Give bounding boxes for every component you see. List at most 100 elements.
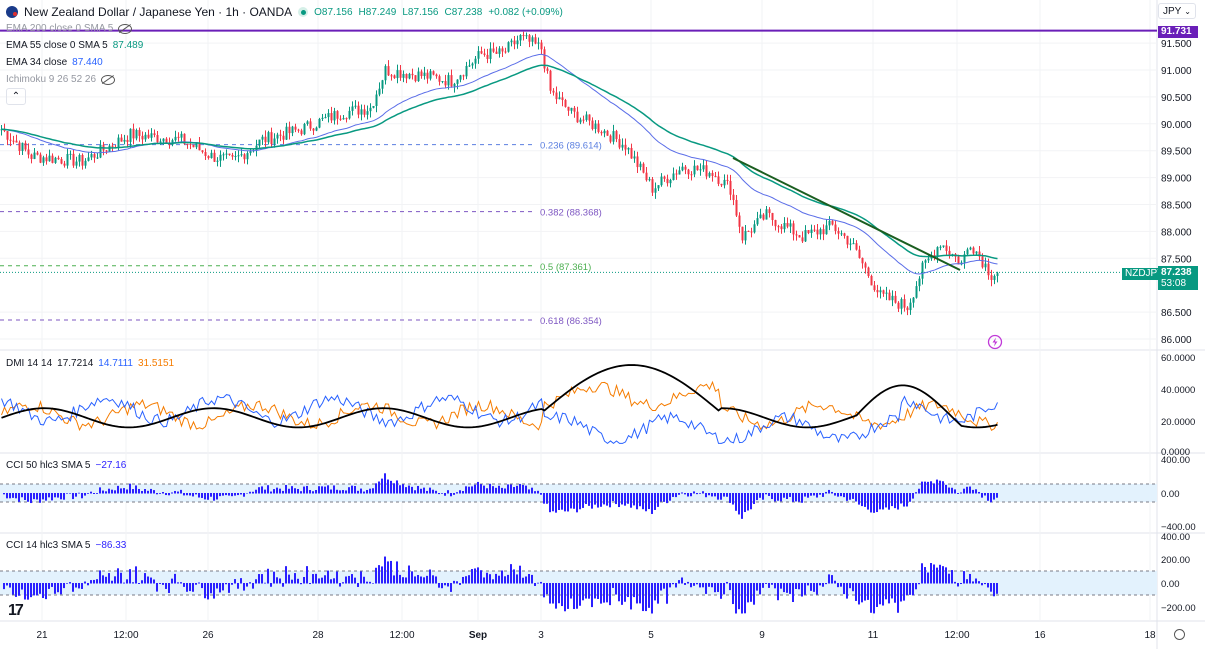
currency-select[interactable]: JPY ⌄ — [1158, 3, 1196, 19]
cci14-bar — [285, 566, 287, 584]
cci50-bar — [537, 490, 539, 494]
cci50-bar — [27, 493, 29, 502]
cci14-bar — [612, 583, 614, 588]
cci50-bar — [126, 489, 128, 494]
dmi-plus-value: 14.7111 — [98, 358, 133, 369]
cci14-bar — [837, 583, 839, 588]
price-tick: 88.000 — [1161, 227, 1192, 238]
ohlc-change: +0.082 (+0.09%) — [488, 6, 563, 18]
cci50-bar — [768, 493, 770, 496]
cci14-bar — [189, 583, 191, 592]
cci50-bar — [99, 487, 101, 494]
candle-body — [735, 199, 738, 216]
cci50-bar — [90, 491, 92, 494]
candle-body — [837, 230, 840, 234]
cci50-bar — [192, 493, 194, 497]
cci14-bar — [576, 583, 578, 609]
time-tick: 12:00 — [113, 630, 138, 641]
cci50-bar — [837, 493, 839, 497]
cci14-bar — [873, 583, 875, 614]
ema200-legend[interactable]: EMA 200 close 0 SMA 5 — [6, 23, 133, 34]
candle-body — [759, 214, 762, 219]
cci50-bar — [321, 486, 323, 494]
cci14-bar — [198, 582, 200, 584]
cci14-bar — [333, 578, 335, 584]
candle-body — [813, 229, 816, 231]
cci50-bar — [681, 492, 683, 494]
lightning-alert-icon[interactable] — [987, 334, 1003, 350]
cci50-bar — [774, 493, 776, 502]
candle-body — [816, 229, 819, 235]
candle-body — [480, 51, 483, 54]
cci14-bar — [396, 561, 398, 584]
cci14-bar — [186, 583, 188, 592]
cci50-bar — [921, 481, 923, 494]
ichimoku-legend[interactable]: Ichimoku 9 26 52 26 — [6, 74, 116, 85]
cci14-tick: 0.00 — [1161, 579, 1180, 590]
cci14-bar — [216, 583, 218, 589]
cci50-bar — [135, 485, 137, 494]
ohlc-open: O87.156 — [314, 6, 353, 18]
time-tick: 11 — [868, 630, 879, 641]
cci14-bar — [978, 581, 980, 584]
settings-icon[interactable] — [1174, 629, 1185, 640]
candle-body — [21, 142, 24, 151]
cci50-bar — [186, 493, 188, 496]
ema55-legend[interactable]: EMA 55 close 0 SMA 5 87.489 — [6, 40, 143, 51]
cci14-bar — [966, 579, 968, 584]
cci14-bar — [714, 583, 716, 593]
cci14-bar — [483, 577, 485, 584]
cci14-bar — [897, 583, 899, 613]
candle-body — [648, 179, 651, 181]
candle-body — [84, 160, 87, 166]
candle-body — [888, 292, 891, 301]
cci50-bar — [15, 493, 17, 499]
cci14-bar — [423, 577, 425, 584]
cci50-bar — [591, 493, 593, 509]
cci50-value: −27.16 — [95, 460, 127, 471]
cci14-bar — [315, 573, 317, 584]
cci50-bar — [924, 481, 926, 494]
hidden-eye-icon[interactable] — [118, 23, 133, 34]
candle-body — [423, 72, 426, 77]
collapse-legend-button[interactable]: ⌃ — [6, 88, 26, 105]
candle-body — [855, 243, 858, 250]
cci50-bar — [21, 493, 23, 498]
candle-body — [978, 251, 981, 257]
price-tick: 91.000 — [1161, 66, 1192, 77]
cci14-legend[interactable]: CCI 14 hlc3 SMA 5 −86.33 — [6, 540, 126, 551]
cci50-bar — [711, 493, 713, 497]
cci50-bar — [438, 493, 440, 495]
cci50-bar — [483, 485, 485, 494]
cci14-bar — [735, 583, 737, 614]
cci50-bar — [486, 488, 488, 494]
candle-body — [522, 34, 525, 36]
cci14-bar — [924, 567, 926, 584]
candle-body — [306, 121, 309, 124]
dmi-tick: 60.0000 — [1161, 353, 1195, 364]
cci50-bar — [141, 490, 143, 494]
candle-body — [45, 157, 48, 162]
cci14-bar — [234, 579, 236, 584]
cci14-bar — [129, 569, 131, 584]
candle-body — [870, 275, 873, 286]
candle-body — [132, 128, 135, 139]
cci14-bar — [363, 576, 365, 584]
candle-body — [81, 155, 84, 166]
candle-body — [885, 292, 888, 294]
candle-body — [849, 243, 852, 245]
cci50-legend[interactable]: CCI 50 hlc3 SMA 5 −27.16 — [6, 460, 126, 471]
cci50-bar — [420, 488, 422, 494]
dmi-tick: 0.0000 — [1161, 447, 1190, 458]
candle-body — [426, 72, 429, 79]
hidden-eye-icon[interactable] — [101, 74, 116, 85]
fib-level-label: 0.5 (87.361) — [540, 262, 591, 273]
cci14-bar — [768, 583, 770, 588]
candle-body — [105, 150, 108, 152]
tradingview-logo[interactable]: 17 — [8, 602, 24, 619]
symbol-header[interactable]: New Zealand Dollar / Japanese Yen · 1h ·… — [6, 5, 563, 19]
cci14-bar — [606, 583, 608, 603]
dmi-legend[interactable]: DMI 14 14 17.7214 14.7111 31.5151 — [6, 358, 174, 369]
ema34-legend[interactable]: EMA 34 close 87.440 — [6, 57, 103, 68]
